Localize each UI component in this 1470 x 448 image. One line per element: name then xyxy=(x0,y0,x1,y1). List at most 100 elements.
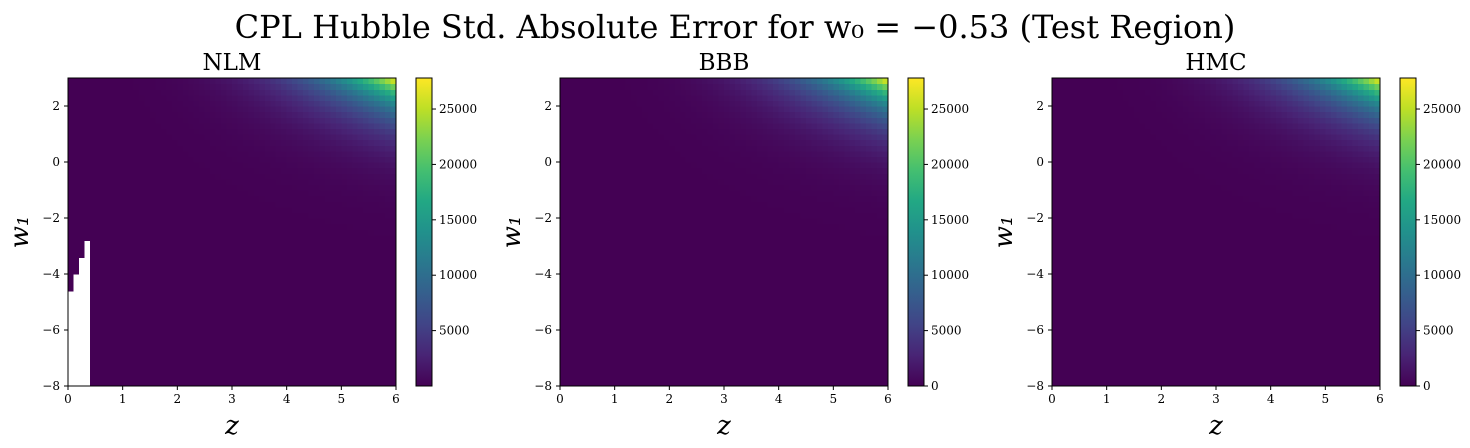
heatmap-cell xyxy=(111,240,118,247)
heatmap-cell xyxy=(324,324,331,331)
heatmap-cell xyxy=(182,122,189,129)
heatmap-cell xyxy=(374,380,381,387)
heatmap-cell xyxy=(303,100,310,107)
heatmap-cell xyxy=(729,290,736,297)
heatmap-cell xyxy=(324,190,331,197)
heatmap-cell xyxy=(100,257,107,264)
heatmap-cell xyxy=(177,122,184,129)
heatmap-cell xyxy=(789,363,796,370)
heatmap-cell xyxy=(95,246,102,253)
heatmap-cell xyxy=(89,358,96,365)
heatmap-cell xyxy=(882,234,889,241)
heatmap-cell xyxy=(204,318,211,325)
heatmap-cell xyxy=(319,106,326,113)
heatmap-cell xyxy=(160,184,167,191)
heatmap-cell xyxy=(696,279,703,286)
heatmap-cell xyxy=(330,352,337,359)
heatmap-cell xyxy=(84,173,91,180)
heatmap-cell xyxy=(740,352,747,359)
heatmap-cell xyxy=(122,279,129,286)
heatmap-cell xyxy=(335,106,342,113)
heatmap-cell xyxy=(117,134,124,141)
heatmap-cell xyxy=(253,296,260,303)
heatmap-cell xyxy=(215,307,222,314)
heatmap-cell xyxy=(177,307,184,314)
heatmap-cell xyxy=(592,246,599,253)
heatmap-cell xyxy=(330,307,337,314)
heatmap-cell xyxy=(221,128,228,135)
heatmap-cell xyxy=(171,274,178,281)
heatmap-cell xyxy=(713,369,720,376)
heatmap-cell xyxy=(128,117,135,124)
heatmap-cell xyxy=(363,178,370,185)
heatmap-cell xyxy=(652,268,659,275)
heatmap-cell xyxy=(150,274,157,281)
heatmap-cell xyxy=(379,156,386,163)
heatmap-cell xyxy=(849,358,856,365)
heatmap-cell xyxy=(806,279,813,286)
heatmap-cell xyxy=(603,240,610,247)
heatmap-cell xyxy=(592,251,599,258)
heatmap-cell xyxy=(866,318,873,325)
heatmap-cell xyxy=(264,240,271,247)
heatmap-cell xyxy=(855,346,862,353)
heatmap-cell xyxy=(253,302,260,309)
heatmap-cell xyxy=(631,285,638,292)
heatmap-cell xyxy=(215,83,222,90)
heatmap-cell xyxy=(357,134,364,141)
heatmap-cell xyxy=(270,374,277,381)
heatmap-cell xyxy=(685,285,692,292)
heatmap-cell xyxy=(253,335,260,342)
heatmap-cell xyxy=(133,167,140,174)
heatmap-cell xyxy=(773,352,780,359)
heatmap-cell xyxy=(319,100,326,107)
heatmap-cell xyxy=(379,330,386,337)
heatmap-cell xyxy=(155,162,162,169)
colorbar-frame xyxy=(415,77,433,387)
heatmap-cell xyxy=(199,246,206,253)
heatmap-cell xyxy=(811,302,818,309)
heatmap-cell xyxy=(303,178,310,185)
heatmap-cell xyxy=(341,240,348,247)
heatmap-cell xyxy=(806,358,813,365)
heatmap-cell xyxy=(647,369,654,376)
heatmap-cell xyxy=(745,313,752,320)
heatmap-cell xyxy=(286,134,293,141)
heatmap-cell xyxy=(133,346,140,353)
heatmap-cell xyxy=(860,234,867,241)
heatmap-cell xyxy=(242,318,249,325)
heatmap-cell xyxy=(368,106,375,113)
heatmap-cell xyxy=(319,268,326,275)
heatmap-cell xyxy=(215,117,222,124)
heatmap-cell xyxy=(264,150,271,157)
heatmap-cell xyxy=(303,290,310,297)
heatmap-cell xyxy=(297,274,304,281)
heatmap-cell xyxy=(270,156,277,163)
heatmap-cell xyxy=(784,324,791,331)
heatmap-cell xyxy=(139,162,146,169)
heatmap-cell xyxy=(745,352,752,359)
heatmap-cell xyxy=(68,89,75,96)
heatmap-cell xyxy=(833,363,840,370)
heatmap-cell xyxy=(631,358,638,365)
heatmap-cell xyxy=(150,190,157,197)
heatmap-cell xyxy=(193,251,200,258)
heatmap-cell xyxy=(259,134,266,141)
heatmap-cell xyxy=(352,139,359,146)
heatmap-cell xyxy=(303,268,310,275)
heatmap-cell xyxy=(756,363,763,370)
heatmap-cell xyxy=(729,352,736,359)
heatmap-cell xyxy=(341,302,348,309)
heatmap-cell xyxy=(144,341,151,348)
heatmap-cell xyxy=(303,274,310,281)
heatmap-cell xyxy=(811,279,818,286)
heatmap-cell xyxy=(232,274,239,281)
heatmap-cell xyxy=(560,318,567,325)
heatmap-cell xyxy=(314,318,321,325)
heatmap-cell xyxy=(385,150,392,157)
heatmap-cell xyxy=(308,173,315,180)
heatmap-cell xyxy=(84,268,91,275)
heatmap-cell xyxy=(385,313,392,320)
heatmap-cell xyxy=(379,145,386,152)
heatmap-cell xyxy=(297,190,304,197)
